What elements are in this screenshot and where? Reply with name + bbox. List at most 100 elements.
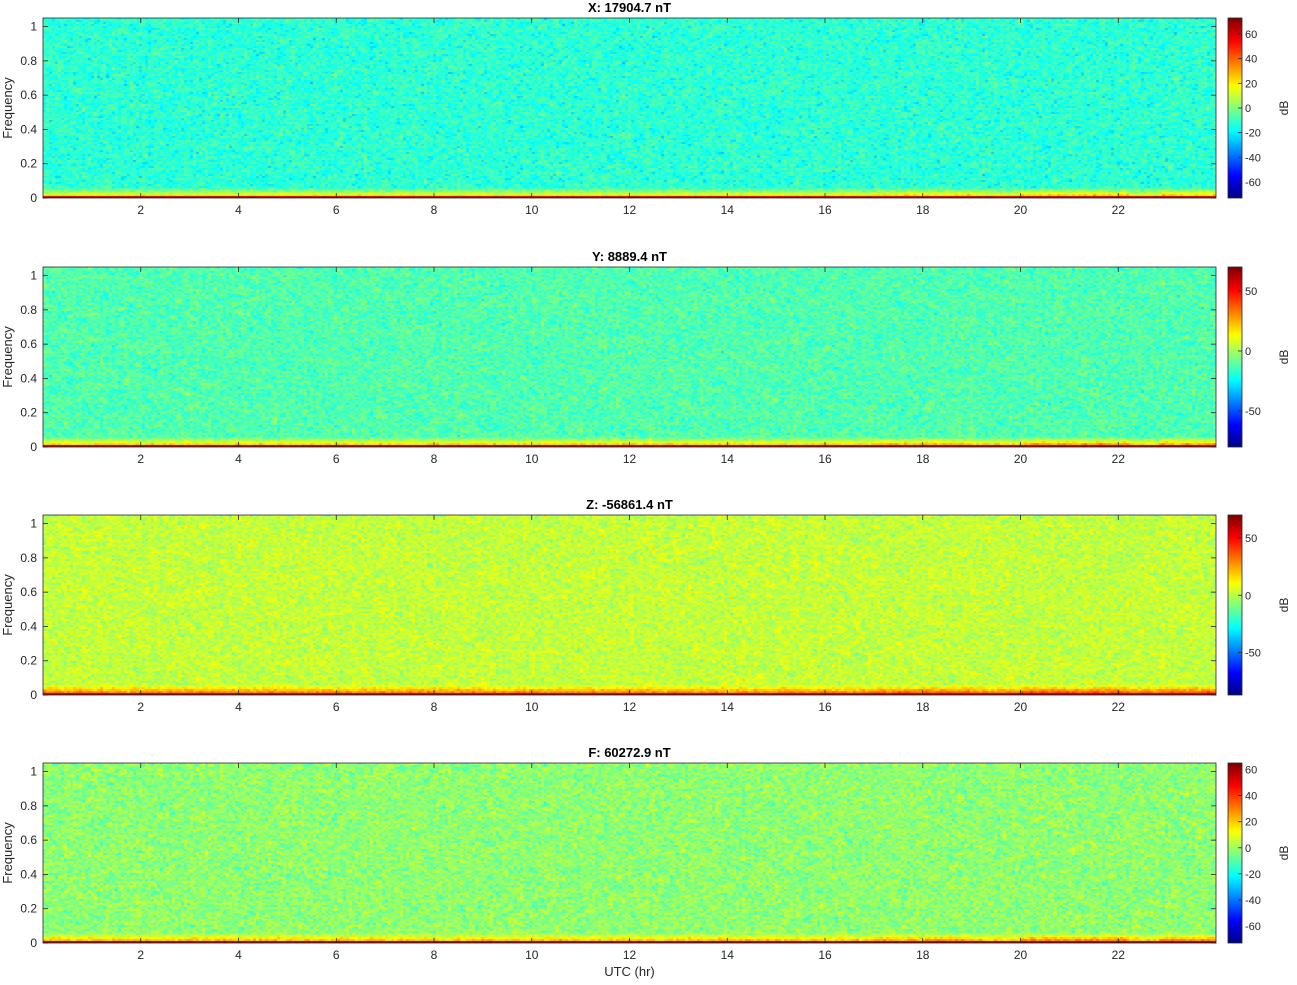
- x-tick-label: 6: [333, 948, 340, 962]
- panel-title: Z: -56861.4 nT: [586, 497, 673, 512]
- colorbar-tick-label: 0: [1245, 103, 1251, 115]
- y-tick-label: 1: [30, 765, 37, 779]
- panel-title: Y: 8889.4 nT: [592, 249, 667, 264]
- x-tick-label: 22: [1112, 452, 1126, 466]
- y-tick-label: 1: [30, 269, 37, 283]
- x-tick-label: 4: [235, 452, 242, 466]
- x-tick-label: 4: [235, 948, 242, 962]
- x-tick-label: 16: [818, 700, 832, 714]
- y-tick-label: 0.2: [20, 157, 37, 171]
- y-tick-label: 0: [30, 688, 37, 702]
- x-tick-label: 18: [916, 203, 930, 217]
- x-tick-label: 16: [818, 948, 832, 962]
- colorbar-tick-label: 40: [1245, 54, 1257, 66]
- colorbar-label: dB: [1277, 101, 1291, 116]
- x-tick-label: 8: [431, 700, 438, 714]
- colorbar-box: [1227, 514, 1243, 696]
- x-tick-label: 20: [1014, 700, 1028, 714]
- y-tick-label: 0.8: [20, 303, 37, 317]
- x-tick-label: 2: [137, 948, 144, 962]
- y-tick-label: 0.2: [20, 406, 37, 420]
- y-tick-label: 0.6: [20, 88, 37, 102]
- y-axis-label: Frequency: [0, 574, 15, 636]
- x-tick-label: 10: [525, 700, 539, 714]
- x-tick-label: 14: [721, 203, 735, 217]
- colorbar-tick-label: 60: [1245, 29, 1257, 41]
- colorbar-tick-label: 20: [1245, 817, 1257, 829]
- x-axis-label: UTC (hr): [604, 964, 655, 979]
- y-tick-label: 0.4: [20, 371, 37, 385]
- x-tick-label: 4: [235, 700, 242, 714]
- x-tick-label: 8: [431, 948, 438, 962]
- y-tick-label: 0.4: [20, 619, 37, 633]
- spectrogram-image: [43, 515, 1216, 695]
- x-tick-label: 2: [137, 452, 144, 466]
- x-tick-label: 12: [623, 452, 637, 466]
- x-tick-label: 2: [137, 700, 144, 714]
- x-tick-label: 20: [1014, 948, 1028, 962]
- spectrogram-panel-3: F: 60272.9 nT2 4 6 8 10 12 14 16 18 20 2200.20.40.…: [0, 745, 1291, 962]
- x-tick-label: 8: [431, 203, 438, 217]
- x-tick-label: 6: [333, 452, 340, 466]
- colorbar-tick-label: -60: [1245, 921, 1261, 933]
- x-tick-label: 20: [1014, 452, 1028, 466]
- colorbar-tick-label: -50: [1245, 406, 1261, 418]
- x-tick-label: 18: [916, 948, 930, 962]
- x-tick-label: 10: [525, 452, 539, 466]
- x-tick-label: 10: [525, 948, 539, 962]
- x-tick-label: 4: [235, 203, 242, 217]
- x-tick-label: 14: [721, 948, 735, 962]
- colorbar-gradient: [1228, 763, 1242, 943]
- y-tick-label: 0: [30, 936, 37, 950]
- spectrogram-image: [43, 267, 1216, 447]
- colorbar-gradient: [1228, 515, 1242, 695]
- x-tick-label: 14: [721, 700, 735, 714]
- x-tick-label: 22: [1112, 203, 1126, 217]
- x-tick-label: 2: [137, 203, 144, 217]
- colorbar-tick-label: -20: [1245, 869, 1261, 881]
- x-tick-label: 12: [623, 948, 637, 962]
- x-tick-label: 14: [721, 452, 735, 466]
- x-tick-label: 22: [1112, 700, 1126, 714]
- colorbar-tick-label: 60: [1245, 765, 1257, 777]
- y-axis-label: Frequency: [0, 326, 15, 388]
- y-tick-label: 0.8: [20, 54, 37, 68]
- y-axis-label: Frequency: [0, 822, 15, 884]
- y-tick-label: 1: [30, 517, 37, 531]
- colorbar-label: dB: [1277, 350, 1291, 365]
- y-tick-label: 0.6: [20, 585, 37, 599]
- x-tick-label: 12: [623, 203, 637, 217]
- colorbar-gradient: [1228, 267, 1242, 447]
- y-tick-label: 0.4: [20, 867, 37, 881]
- y-tick-label: 0.4: [20, 122, 37, 136]
- colorbar-tick-label: -20: [1245, 128, 1261, 140]
- colorbar-label: dB: [1277, 598, 1291, 613]
- x-tick-label: 6: [333, 203, 340, 217]
- colorbar-tick-label: -50: [1245, 648, 1261, 660]
- x-tick-label: 16: [818, 203, 832, 217]
- colorbar-tick-label: 0: [1245, 590, 1251, 602]
- spectrogram-panel-2: Z: -56861.4 nT2 4 6 8 10 12 14 16 18 20 2200.20.40…: [0, 497, 1291, 714]
- x-tick-label: 18: [916, 452, 930, 466]
- y-tick-label: 0.8: [20, 551, 37, 565]
- y-axis-label: Frequency: [0, 77, 15, 139]
- x-tick-label: 22: [1112, 948, 1126, 962]
- colorbar-tick-label: -60: [1245, 177, 1261, 189]
- x-tick-label: 20: [1014, 203, 1028, 217]
- colorbar-tick-label: 0: [1245, 843, 1251, 855]
- spectrogram-panel-0: X: 17904.7 nT2 4 6 8 10 12 14 16 18 20 2200.20.40.…: [0, 0, 1291, 217]
- colorbar-box: [1227, 762, 1243, 944]
- x-tick-label: 10: [525, 203, 539, 217]
- y-tick-label: 0: [30, 191, 37, 205]
- y-tick-label: 0.6: [20, 337, 37, 351]
- y-tick-label: 0.2: [20, 902, 37, 916]
- x-tick-label: 16: [818, 452, 832, 466]
- y-tick-label: 0.2: [20, 654, 37, 668]
- spectrogram-image: [43, 763, 1216, 943]
- colorbar-tick-label: 20: [1245, 78, 1257, 90]
- y-tick-label: 0.6: [20, 833, 37, 847]
- x-tick-label: 8: [431, 452, 438, 466]
- x-tick-label: 6: [333, 700, 340, 714]
